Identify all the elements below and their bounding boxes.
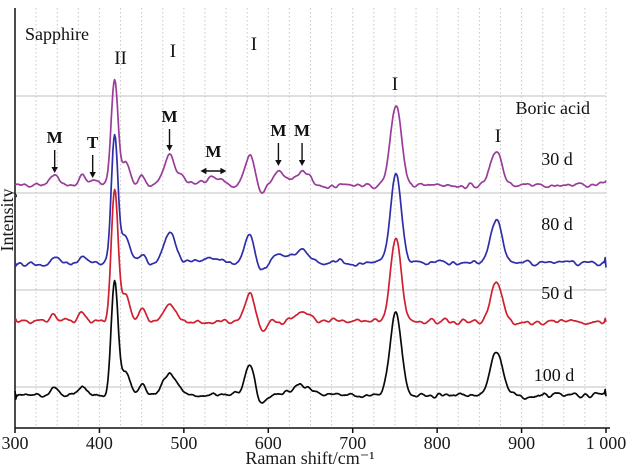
series-label-80d: 80 d	[541, 214, 573, 234]
peak-label: I	[170, 41, 176, 62]
peak-label: I	[392, 74, 398, 95]
down-arrowhead-icon	[298, 160, 306, 166]
down-arrowhead-icon	[89, 172, 96, 178]
peak-label: I	[495, 126, 501, 147]
solution-label: Boric acid	[516, 98, 590, 118]
spectrum-100d	[14, 279, 607, 404]
spectrum-80d	[14, 133, 607, 271]
marker-label: M	[294, 121, 310, 140]
y-axis-label: Intensity	[0, 189, 17, 252]
marker-label: M	[205, 142, 221, 161]
series-label-100d: 100 d	[534, 365, 575, 385]
marker-label: M	[161, 107, 177, 126]
axes-layer: 300 400 500 600 700 800 900 1 000	[2, 8, 627, 453]
grid-layer	[14, 8, 607, 428]
spectra-layer	[14, 78, 607, 404]
right-arrowhead-icon	[220, 167, 227, 175]
series-label-30d: 30 d	[541, 149, 573, 169]
down-arrowhead-icon	[51, 167, 58, 173]
x-axis-tick-label: 700	[339, 433, 366, 453]
x-axis-tick-label: 400	[86, 433, 113, 453]
x-axis-tick-label: 600	[255, 433, 282, 453]
peak-label: II	[114, 48, 127, 69]
x-axis-tick-label: 500	[170, 433, 197, 453]
x-axis-tick-label: 300	[2, 433, 29, 453]
x-axis-label: Raman shift/cm⁻¹	[245, 448, 374, 468]
x-axis-tick-label: 800	[424, 433, 451, 453]
left-arrowhead-icon	[200, 167, 207, 175]
down-arrowhead-icon	[275, 160, 282, 166]
spectrum-50d	[14, 188, 607, 332]
series-label-50d: 50 d	[541, 283, 573, 303]
x-axis-tick-label: 1 000	[586, 433, 627, 453]
sample-label: Sapphire	[25, 24, 89, 44]
peak-label: I	[251, 34, 257, 55]
marker-label: M	[47, 128, 63, 147]
down-arrowhead-icon	[166, 145, 173, 151]
spectrum-30d	[14, 78, 607, 194]
marker-label: T	[87, 133, 99, 152]
marker-label: M	[270, 121, 286, 140]
x-axis-tick-label: 900	[508, 433, 535, 453]
